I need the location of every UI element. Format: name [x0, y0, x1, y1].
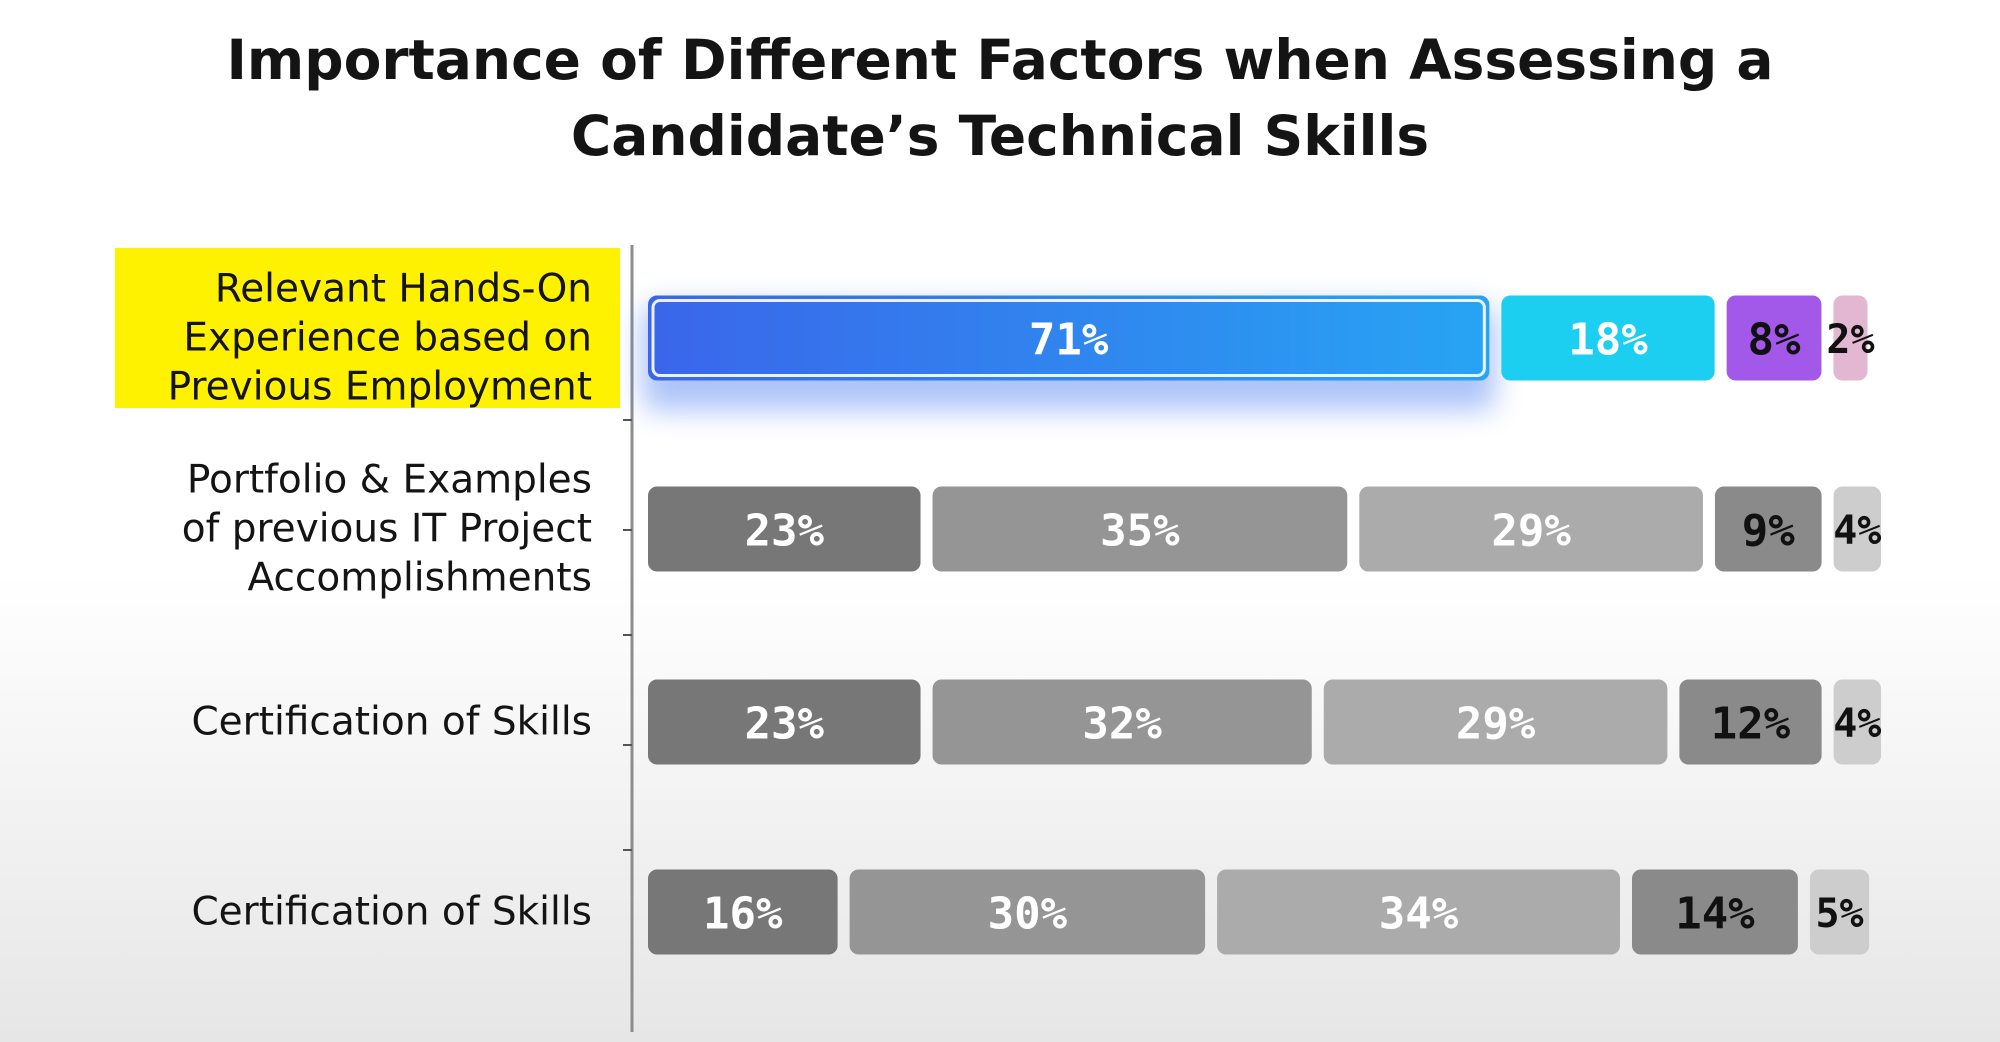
- bar-segment: [1359, 486, 1703, 572]
- chart-title-line-2: Candidate’s Technical Skills: [570, 104, 1430, 168]
- chart-title: Importance of Different Factors when Ass…: [0, 22, 2000, 174]
- data-label: 12%: [1711, 699, 1791, 750]
- bar-segment: [1501, 295, 1715, 381]
- bar-segment: [1833, 679, 1881, 765]
- category-label: Portfolio & Examples: [187, 458, 592, 503]
- data-label: 35%: [1100, 506, 1180, 557]
- bar-segment: [648, 869, 838, 955]
- bar-segment-outline: [651, 299, 1486, 377]
- bar-segment: [932, 486, 1348, 572]
- data-label: 8%: [1748, 315, 1801, 366]
- data-label: 4%: [1833, 701, 1881, 747]
- data-label: 14%: [1675, 889, 1755, 940]
- data-label: 29%: [1456, 699, 1536, 750]
- data-label: 34%: [1379, 889, 1459, 940]
- bar-segment: [1833, 486, 1881, 572]
- category-label: Certification of Skills: [191, 890, 592, 935]
- data-label: 9%: [1742, 506, 1795, 557]
- bar-segment: [1714, 486, 1822, 572]
- bar-segment: [1217, 869, 1620, 955]
- data-label: 16%: [703, 889, 783, 940]
- data-label: 18%: [1568, 315, 1648, 366]
- bar-segment: [648, 486, 921, 572]
- bar-segment: [1833, 295, 1868, 381]
- data-label: 71%: [1029, 315, 1109, 366]
- data-label: 2%: [1826, 317, 1874, 363]
- bar-segment: [1809, 869, 1870, 955]
- data-label: 29%: [1491, 506, 1571, 557]
- bar-segment: [849, 869, 1206, 955]
- bar-segment: [648, 295, 1490, 381]
- category-label: Certification of Skills: [191, 700, 592, 745]
- data-label: 23%: [745, 506, 825, 557]
- category-label: Accomplishments: [247, 556, 592, 601]
- data-label: 30%: [988, 889, 1068, 940]
- chart-title-line-1: Importance of Different Factors when Ass…: [226, 28, 1774, 92]
- row-label-highlight: [115, 248, 620, 408]
- data-label: 5%: [1815, 891, 1863, 937]
- category-label: Previous Employment: [168, 365, 592, 410]
- data-label: 32%: [1082, 699, 1162, 750]
- bar-segment: [648, 679, 921, 765]
- category-label: Relevant Hands-On: [215, 267, 592, 312]
- bar-segment: [1323, 679, 1668, 765]
- category-label: Experience based on: [183, 316, 592, 361]
- bar-segment: [1726, 295, 1822, 381]
- data-label: 4%: [1833, 508, 1881, 554]
- bar-segment: [1679, 679, 1822, 765]
- data-label: 23%: [745, 699, 825, 750]
- bar-segment: [932, 679, 1312, 765]
- bar-segment: [1632, 869, 1798, 955]
- category-label: of previous IT Project: [182, 507, 592, 552]
